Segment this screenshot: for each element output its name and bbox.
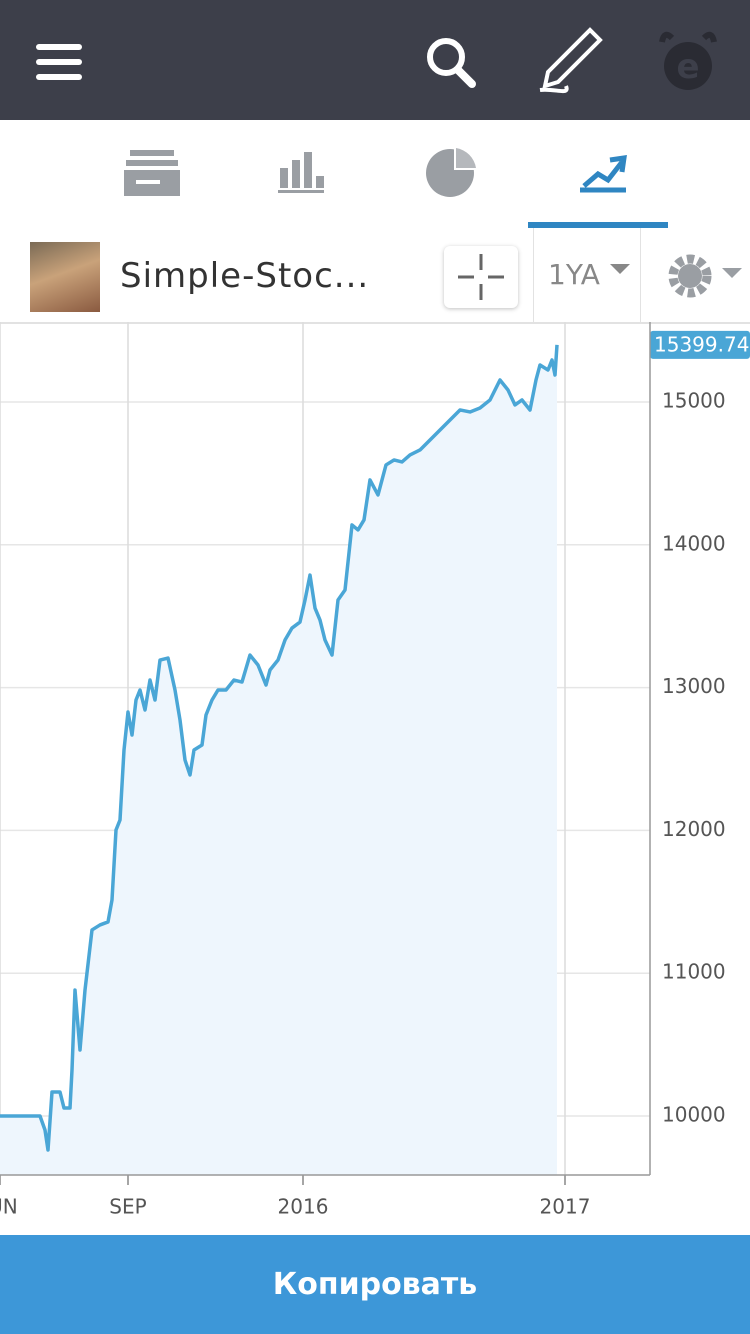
x-tick-label: 2016: [278, 1195, 329, 1219]
chart: 10000 11000 12000 13000 14000 15000 JUN SEP 2016…: [0, 322, 750, 1219]
period-select[interactable]: 1YA: [548, 258, 600, 291]
top-icons: e: [36, 27, 717, 94]
y-tick-label: 10000: [662, 1103, 726, 1127]
top-bar: e: [0, 0, 750, 120]
y-tick-label: 12000: [662, 817, 726, 841]
y-tick-label: 15000: [662, 388, 726, 412]
area-fill: [0, 344, 557, 1176]
logo-icon[interactable]: e: [659, 31, 717, 90]
crosshair-button[interactable]: [444, 246, 518, 308]
edit-icon[interactable]: [539, 27, 603, 94]
tab-stats[interactable]: [278, 152, 324, 193]
toolbar: Simple-Stoc... 1YA: [0, 228, 750, 324]
copy-button[interactable]: Копировать: [0, 1235, 750, 1334]
y-tick-label: 11000: [662, 960, 726, 984]
settings-icon[interactable]: [664, 252, 744, 302]
last-price-tag: [650, 330, 750, 359]
y-tick-label: 13000: [662, 674, 726, 698]
tab-portfolio[interactable]: [426, 148, 476, 197]
tab-bar: [0, 120, 750, 230]
menu-icon[interactable]: [36, 44, 82, 80]
y-tick-label: 14000: [662, 531, 726, 555]
active-tab-indicator: [528, 222, 668, 228]
tab-icons: [124, 148, 668, 228]
last-price-label: 15399.74: [654, 332, 749, 356]
search-icon[interactable]: [427, 38, 476, 88]
tab-feed[interactable]: [124, 150, 180, 196]
svg-text:e: e: [676, 47, 699, 87]
price-line: [0, 344, 559, 1152]
trader-name: Simple-Stoc...: [120, 256, 370, 296]
divider: [640, 228, 641, 322]
tab-chart[interactable]: [580, 155, 627, 193]
x-tick-label: 2017: [540, 1195, 591, 1219]
period-arrow: [610, 264, 630, 274]
x-tick-label: JUN: [0, 1195, 18, 1219]
avatar[interactable]: [30, 242, 100, 312]
divider: [533, 228, 534, 322]
x-tick-label: SEP: [109, 1195, 146, 1219]
tab-feed-line: [136, 180, 160, 184]
crosshair-icon: [458, 254, 504, 300]
